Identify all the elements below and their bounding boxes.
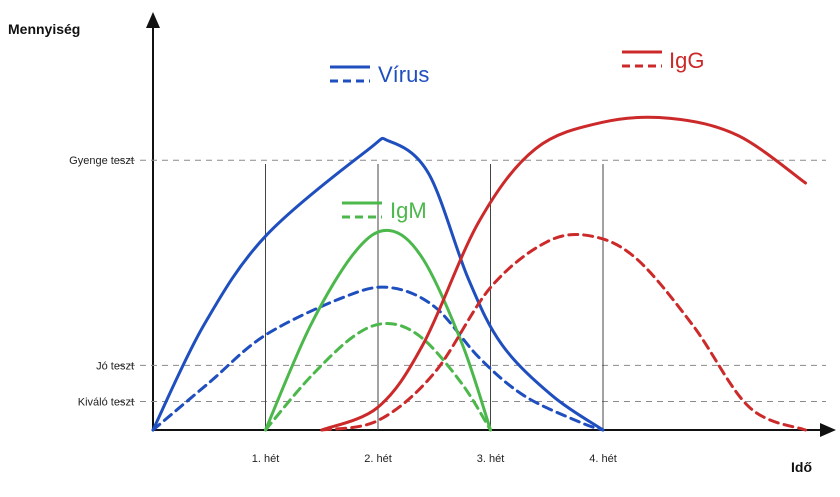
series-igm-solid — [264, 228, 492, 432]
series-v-rus-dashed — [151, 285, 605, 432]
reference-line-label: Gyenge teszt — [69, 155, 134, 167]
legend-virus-label: Vírus — [378, 62, 429, 87]
legend-igm: IgM — [342, 198, 427, 223]
x-axis-title: Idő — [791, 459, 812, 475]
legend-igg-label: IgG — [669, 48, 704, 73]
week-gridlines: 1. hét 2. hét 3. hét 4. hét — [252, 164, 617, 465]
legend-igm-label: IgM — [390, 198, 427, 223]
series-igg-dashed — [320, 232, 807, 432]
reference-line-label: Jó teszt — [96, 360, 134, 372]
series-v-rus-solid — [151, 136, 605, 432]
x-tick-label: 1. hét — [252, 453, 280, 465]
series-layer — [151, 115, 807, 432]
x-tick-label: 4. hét — [589, 453, 617, 465]
reference-lines: Gyenge teszt Jó teszt Kiváló teszt — [69, 155, 826, 409]
legend-igg: IgG — [622, 48, 704, 73]
x-axis-arrow — [820, 423, 836, 437]
x-tick-label: 2. hét — [364, 453, 392, 465]
reference-line-label: Kiváló teszt — [78, 397, 134, 409]
series-igg-solid — [320, 115, 807, 432]
y-axis-title: Mennyiség — [8, 21, 80, 37]
series-igm-dashed — [264, 322, 492, 432]
y-axis-arrow — [146, 12, 160, 28]
x-tick-label: 3. hét — [477, 453, 505, 465]
legend-virus: Vírus — [330, 62, 429, 87]
